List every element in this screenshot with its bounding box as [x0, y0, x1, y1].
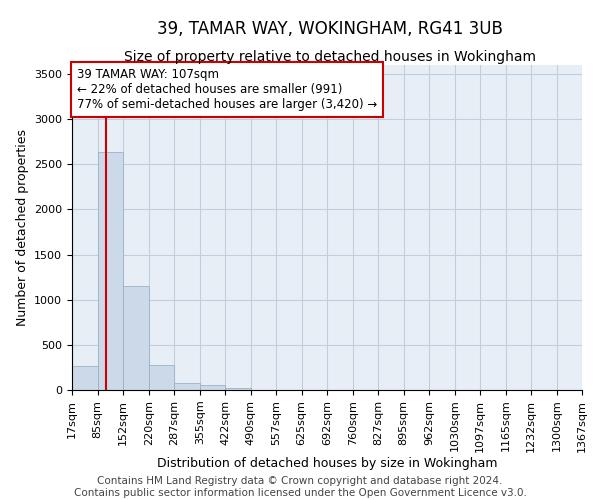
Bar — [174, 383, 200, 390]
Text: Contains HM Land Registry data © Crown copyright and database right 2024.
Contai: Contains HM Land Registry data © Crown c… — [74, 476, 526, 498]
Bar — [98, 152, 123, 390]
Bar — [200, 386, 225, 390]
Bar — [123, 286, 149, 390]
X-axis label: Distribution of detached houses by size in Wokingham: Distribution of detached houses by size … — [157, 458, 497, 470]
Bar — [149, 364, 174, 390]
Bar — [225, 388, 251, 390]
Text: Size of property relative to detached houses in Wokingham: Size of property relative to detached ho… — [124, 50, 536, 64]
Y-axis label: Number of detached properties: Number of detached properties — [16, 129, 29, 326]
Text: 39, TAMAR WAY, WOKINGHAM, RG41 3UB: 39, TAMAR WAY, WOKINGHAM, RG41 3UB — [157, 20, 503, 38]
Bar — [72, 366, 98, 390]
Text: 39 TAMAR WAY: 107sqm
← 22% of detached houses are smaller (991)
77% of semi-deta: 39 TAMAR WAY: 107sqm ← 22% of detached h… — [77, 68, 377, 112]
